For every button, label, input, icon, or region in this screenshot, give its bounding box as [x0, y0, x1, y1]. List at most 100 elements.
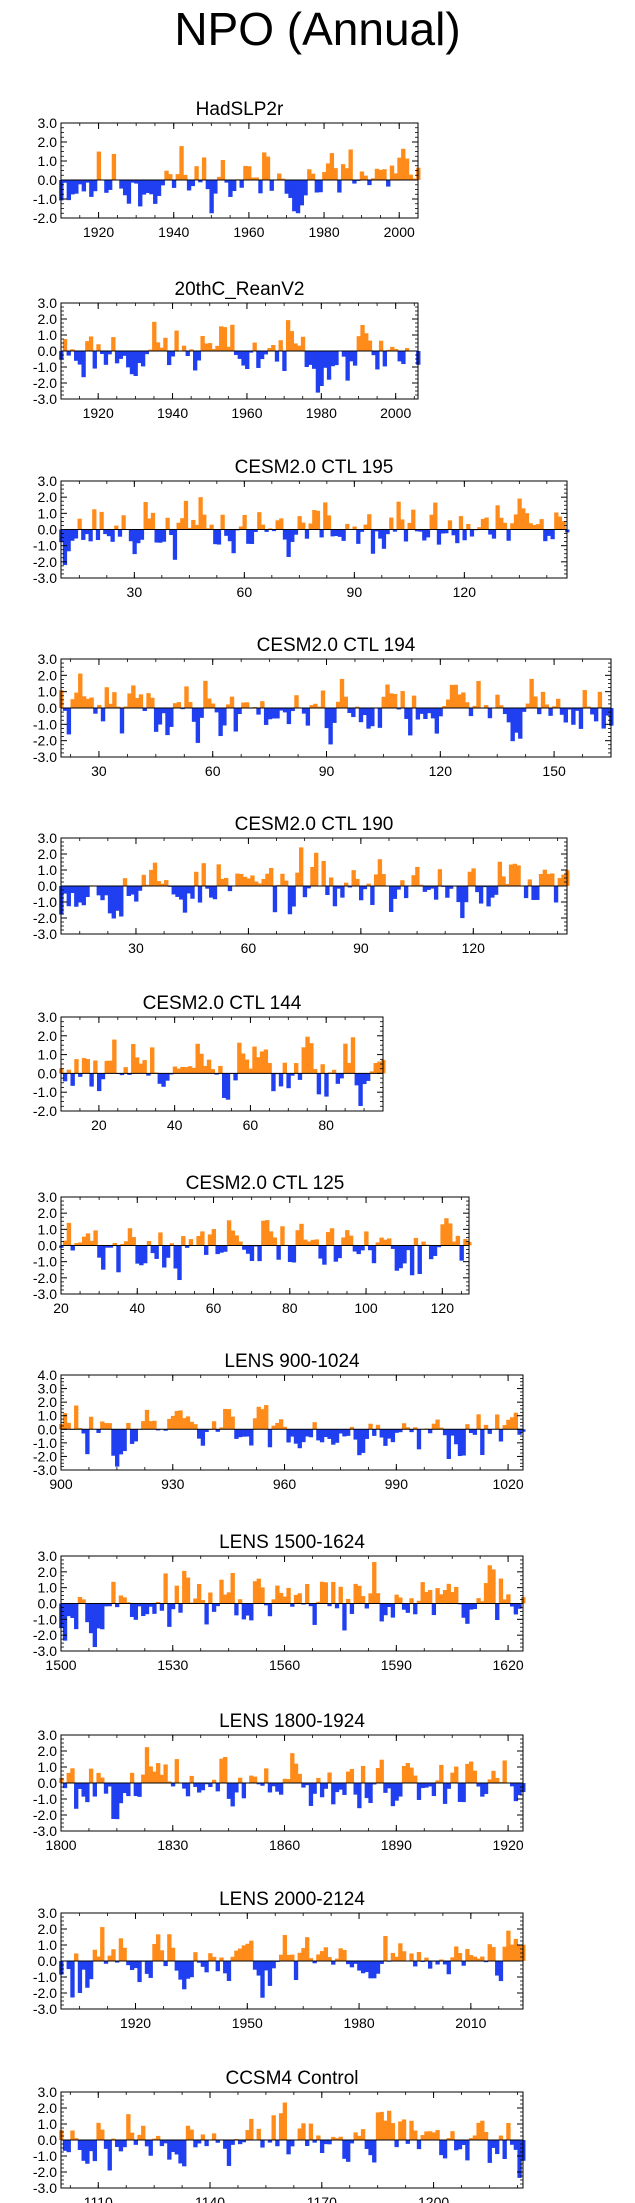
series-bar — [301, 2123, 306, 2140]
x-tick-label: 1620 — [493, 1657, 524, 1673]
series-bar — [326, 515, 332, 530]
y-tick-label: 3.0 — [38, 1189, 58, 1205]
series-bar — [196, 2140, 202, 2144]
series-bar — [416, 1951, 422, 1961]
series-bar — [248, 1068, 253, 1074]
series-bar — [196, 1961, 202, 1963]
series-bar — [435, 1961, 440, 1965]
series-bar — [554, 512, 559, 530]
series-bar — [96, 344, 101, 351]
y-tick-label: -1.0 — [33, 1611, 57, 1627]
series-bar — [394, 1245, 400, 1271]
series-bar — [347, 708, 352, 713]
series-bar — [359, 171, 365, 180]
series-bar — [66, 1422, 71, 1430]
series-bar — [137, 1603, 142, 1607]
series-bar — [480, 1956, 485, 1961]
series-bar — [186, 886, 191, 894]
series-bar — [167, 1934, 172, 1961]
series-bar — [129, 351, 135, 375]
series-bar — [439, 1959, 444, 1961]
series-bar — [372, 1562, 377, 1604]
series-bar — [245, 351, 250, 369]
series-bar — [265, 873, 270, 886]
y-tick-label: 2.0 — [38, 2100, 58, 2116]
series-bar — [290, 1603, 295, 1607]
series-bar — [327, 1957, 332, 1961]
series-bar — [215, 1245, 220, 1255]
series-bar — [96, 886, 101, 896]
series-bar — [189, 349, 194, 351]
series-bar — [465, 1763, 470, 1783]
series-bar — [408, 708, 413, 736]
series-bar — [263, 1049, 269, 1074]
series-bar — [398, 1429, 403, 1433]
series-bar — [356, 1245, 361, 1255]
series-bar — [211, 1229, 217, 1246]
series-bar — [196, 1783, 202, 1793]
series-bar — [319, 1783, 325, 1798]
series-bar — [390, 346, 395, 351]
series-bar — [356, 336, 361, 351]
series-bar — [275, 1423, 280, 1430]
series-bar — [201, 863, 206, 886]
series-bar — [323, 1429, 328, 1438]
series-bar — [315, 510, 321, 530]
x-tick-label: 60 — [205, 763, 221, 779]
chart-title: 20thC_ReanV2 — [175, 279, 305, 300]
series-bar — [107, 1955, 112, 1961]
series-bar — [267, 1063, 272, 1074]
series-bar — [323, 502, 328, 530]
series-bar — [339, 1073, 344, 1079]
series-bar — [330, 351, 335, 367]
series-bar — [154, 1245, 159, 1259]
series-bar — [208, 1783, 213, 1788]
x-tick-label: 40 — [167, 1117, 183, 1133]
series-bar — [446, 1583, 451, 1604]
series-bar — [226, 1592, 232, 1604]
series-bar — [204, 2140, 209, 2147]
series-bar — [502, 708, 508, 715]
series-bar — [139, 529, 145, 540]
series-bar — [149, 869, 154, 886]
series-bar — [223, 2140, 228, 2149]
series-bar — [465, 1603, 470, 1624]
series-bar — [62, 886, 68, 894]
series-bar — [338, 2136, 343, 2140]
series-bar — [100, 1927, 105, 1961]
series-bar — [381, 529, 387, 549]
y-tick-label: 0.0 — [38, 1953, 58, 1969]
series-bar — [472, 705, 477, 708]
series-bar — [85, 886, 90, 898]
series-bar — [271, 529, 277, 532]
series-bar — [85, 1233, 91, 1246]
series-bar — [312, 351, 317, 369]
series-bar — [241, 1945, 247, 1961]
series-bar — [253, 529, 258, 532]
series-bar — [574, 708, 580, 711]
y-tick-label: 1.0 — [38, 684, 58, 700]
series-bar — [319, 2140, 325, 2153]
series-bar — [455, 529, 460, 544]
series-bar — [77, 1961, 83, 1993]
series-bar — [115, 886, 120, 911]
series-bar — [392, 886, 398, 899]
series-bar — [370, 708, 375, 727]
series-bar — [256, 2128, 261, 2140]
series-bar — [256, 708, 261, 715]
series-bar — [81, 180, 87, 192]
series-bar — [308, 2123, 314, 2140]
series-bar — [92, 509, 97, 530]
series-bar — [81, 2140, 86, 2161]
series-bar — [190, 180, 196, 187]
series-bar — [271, 1599, 276, 1604]
series-bar — [354, 706, 360, 708]
series-bar — [96, 1073, 102, 1092]
series-bar — [77, 180, 83, 185]
series-bar — [77, 518, 82, 530]
x-tick-label: 1940 — [158, 224, 189, 240]
series-bar — [203, 680, 208, 708]
series-bar — [181, 1236, 186, 1246]
series-bar — [268, 1231, 274, 1246]
series-bar — [174, 2140, 179, 2155]
